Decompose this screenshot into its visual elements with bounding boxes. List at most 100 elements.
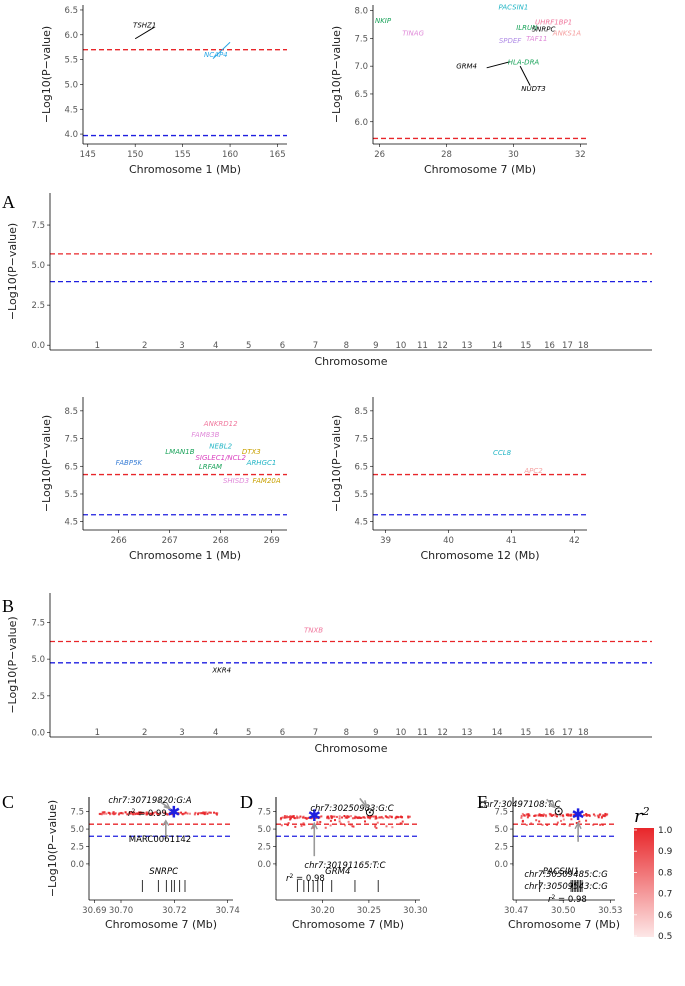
gene-label: SNRPC: [532, 26, 556, 34]
snp-point: [164, 812, 167, 815]
snp-point: [397, 816, 400, 819]
y-tick-label: 0.0: [70, 860, 84, 870]
y-tick-label: 6.5: [64, 462, 78, 472]
snp-point: [186, 812, 189, 815]
y-tick-label: 4.0: [64, 130, 78, 140]
x-tick-label: 32: [575, 150, 586, 160]
snp-point: [157, 813, 160, 816]
snp-point: [374, 824, 377, 827]
x-tick-label: 30.25: [357, 906, 381, 916]
snp-point: [538, 820, 541, 823]
y-tick-label: 2.5: [494, 842, 508, 852]
lead-snp-id: chr7:30719820:G:A: [108, 796, 191, 806]
snp-point: [326, 817, 329, 820]
chromosome-label: 8: [344, 341, 349, 351]
arrow-head: [162, 819, 170, 827]
panel-letter-a: A: [2, 192, 15, 212]
y-tick-label: 8.5: [64, 407, 78, 417]
snp-point: [401, 820, 404, 823]
x-tick-label: 30.72: [162, 906, 186, 916]
snp-point: [563, 823, 566, 826]
snp-point: [341, 816, 344, 819]
snp-point: [290, 815, 293, 818]
y-axis-title: −Log10(P−value): [330, 415, 343, 512]
arrow-head: [163, 802, 172, 810]
snp-point: [280, 824, 283, 827]
panel-letter-e: E: [477, 792, 488, 812]
panel-e: 0.0 2.5 5.0 7.5 PACSIN1 30.47 30.50 30.53 Chromo…: [479, 797, 622, 931]
snp-point: [138, 811, 140, 814]
snp-point: [549, 814, 552, 817]
snp-point: [588, 814, 591, 817]
snp-point: [606, 813, 609, 816]
y-tick-label: 7.5: [494, 808, 508, 818]
y-tick-label: 6.5: [64, 6, 78, 16]
lead-r2-value: 0.99: [148, 809, 167, 819]
panel-d: 0.0 2.5 5.0 7.5 GRM4 30.20 30.25 30.30 Chromosom…: [257, 797, 428, 931]
marker-note: MARC0061142: [129, 835, 191, 845]
x-tick-label: 160: [222, 150, 238, 160]
snp-point: [206, 812, 209, 815]
snp-point: [601, 815, 604, 818]
x-axis-title: Chromosome 7 (Mb): [508, 918, 620, 931]
y-axis-title: −Log10(P−value): [6, 616, 19, 713]
snp-point: [311, 826, 314, 829]
snp-point: [329, 824, 332, 827]
snp-point: [138, 813, 141, 816]
gene-label: LMAN1B: [165, 448, 194, 456]
snp-point: [349, 815, 352, 818]
x-tick-label: 30: [508, 150, 519, 160]
panel-a-right: 6.0 6.5 7.0 7.5 8.0 26 28 30 32 Chromosome 7 (Mb)…: [330, 3, 587, 176]
snp-point: [570, 818, 573, 821]
snp-point: [124, 811, 127, 814]
x-axis-title: Chromosome: [314, 355, 387, 368]
gene-label: XKR4: [211, 666, 231, 674]
snp-point: [572, 813, 575, 816]
x-axis-title: Chromosome 7 (Mb): [424, 163, 536, 176]
y-axis-title: −Log10(P−value): [330, 26, 343, 123]
snp-point: [215, 813, 218, 816]
arrow-head: [574, 821, 582, 830]
snp-point: [378, 816, 381, 819]
x-tick-label: 39: [380, 536, 391, 546]
snp-point: [134, 813, 137, 816]
chromosome-label: 6: [280, 341, 285, 351]
snp-point: [171, 813, 174, 816]
snp-point: [145, 811, 148, 814]
circled-snp-dot: [368, 811, 371, 814]
snp-point: [338, 815, 341, 818]
x-tick-label: 155: [175, 150, 191, 160]
gene-connector: [486, 61, 511, 69]
arrow-head: [310, 821, 318, 830]
y-tick-label: 7.5: [31, 221, 45, 231]
snp-point: [334, 819, 337, 822]
chromosome-label: 5: [246, 728, 251, 738]
snp-point: [181, 812, 184, 815]
gene-label: SIGLEC1/NCL2: [195, 454, 246, 462]
gene-label: CCL8: [493, 449, 512, 457]
y-tick-label: 7.5: [64, 435, 78, 445]
snp-point: [327, 817, 330, 820]
gene-label: ANKRD12: [203, 420, 238, 428]
snp-point: [524, 814, 527, 817]
snp-point: [380, 815, 383, 818]
legend-tick-label: 0.7: [658, 890, 672, 900]
lead-r2: r2 = 0.98: [548, 894, 587, 905]
snp-point: [375, 827, 378, 830]
snp-point: [351, 825, 354, 828]
snp-point: [601, 823, 604, 826]
gene-name: GRM4: [325, 867, 350, 877]
snp-point: [194, 811, 197, 814]
snp-point: [520, 816, 523, 819]
x-axis-title: Chromosome 1 (Mb): [129, 163, 241, 176]
snp-point: [288, 815, 291, 818]
snp-point: [213, 811, 216, 814]
arrow-head: [360, 800, 368, 809]
snp-point: [338, 817, 341, 820]
gene-label: ANKS1A: [552, 30, 582, 38]
legend-tick-label: 0.8: [658, 868, 673, 878]
snp-point: [152, 812, 155, 815]
chromosome-label: 10: [396, 341, 407, 351]
snp-point: [370, 815, 373, 818]
